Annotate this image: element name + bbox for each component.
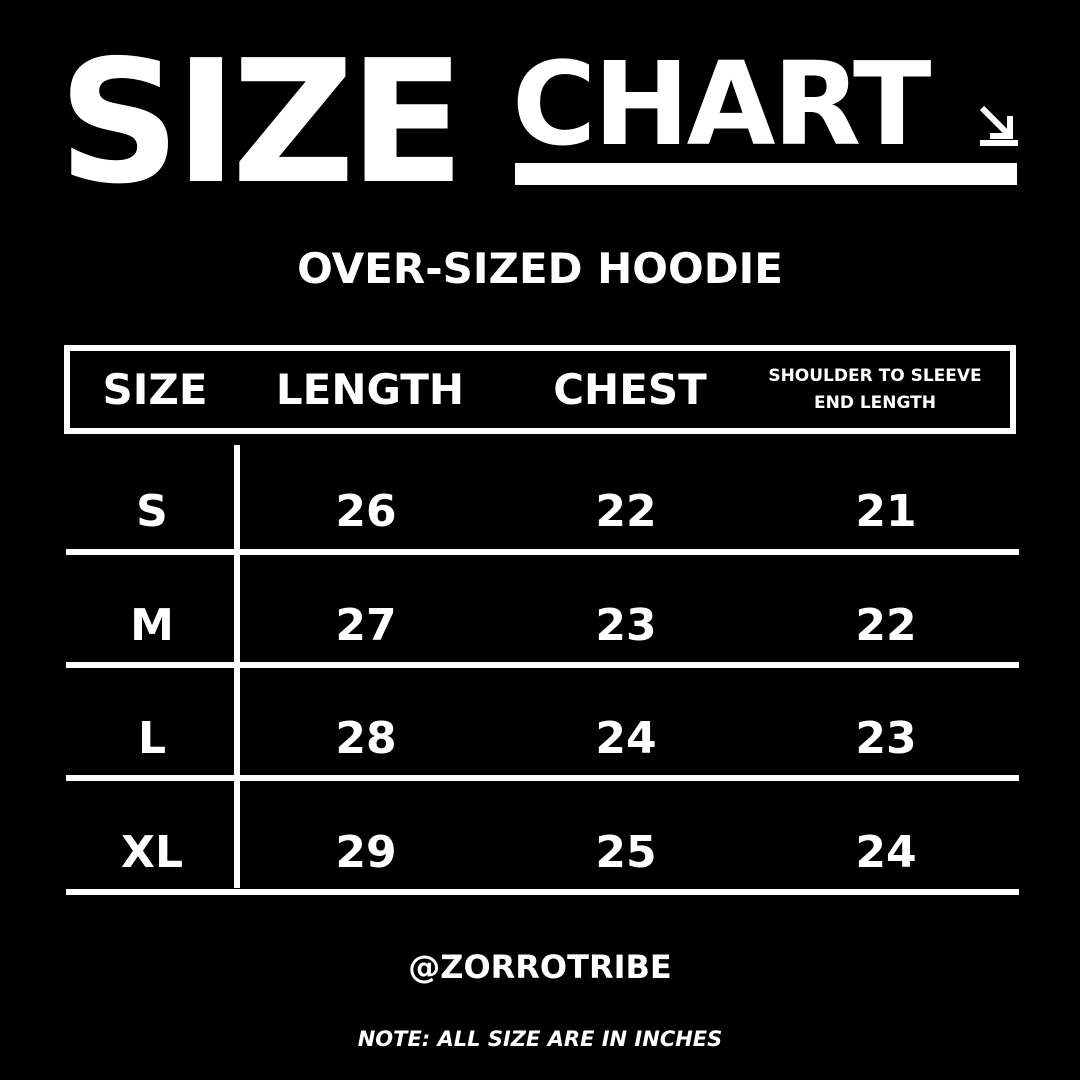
table-cell: 26: [335, 486, 397, 537]
product-title: OVER-SIZED HOODIE: [297, 244, 783, 293]
table-cell: 28: [335, 713, 397, 764]
row-divider: [66, 549, 1019, 555]
table-cell: S: [136, 486, 168, 537]
table-cell: 25: [595, 827, 657, 878]
table-cell: 21: [855, 486, 917, 537]
title-size: SIZE: [58, 24, 465, 222]
note: NOTE: ALL SIZE ARE IN INCHES: [357, 1027, 723, 1051]
header-shoulder-to-sleeve: SHOULDER TO SLEEVE END LENGTH: [750, 351, 1000, 428]
row-divider: [66, 662, 1019, 668]
row-divider: [66, 775, 1019, 781]
table-cell: 23: [855, 713, 917, 764]
row-divider: [66, 889, 1019, 895]
table-cell: 27: [335, 600, 397, 651]
table-cell: XL: [121, 827, 183, 878]
table-cell: 29: [335, 827, 397, 878]
title-chart: CHART: [512, 38, 931, 172]
table-cell: 22: [595, 486, 657, 537]
social-handle: @ZORROTRIBE: [408, 948, 672, 986]
table-cell: L: [137, 713, 167, 764]
header-line-1: SHOULDER TO SLEEVE: [768, 365, 982, 386]
table-cell: 24: [595, 713, 657, 764]
table-cell: 22: [855, 600, 917, 651]
table-cell: M: [130, 600, 174, 651]
table-cell: 24: [855, 827, 917, 878]
header-length: LENGTH: [275, 365, 465, 414]
header-chest: CHEST: [553, 365, 707, 414]
arrow-down-right-icon: [979, 105, 1018, 146]
header-size: SIZE: [102, 365, 208, 414]
table-header: SIZE LENGTH CHEST SHOULDER TO SLEEVE END…: [64, 345, 1016, 434]
header-line-2: END LENGTH: [813, 392, 937, 413]
title-underline: [515, 163, 1017, 185]
table-cell: 23: [595, 600, 657, 651]
